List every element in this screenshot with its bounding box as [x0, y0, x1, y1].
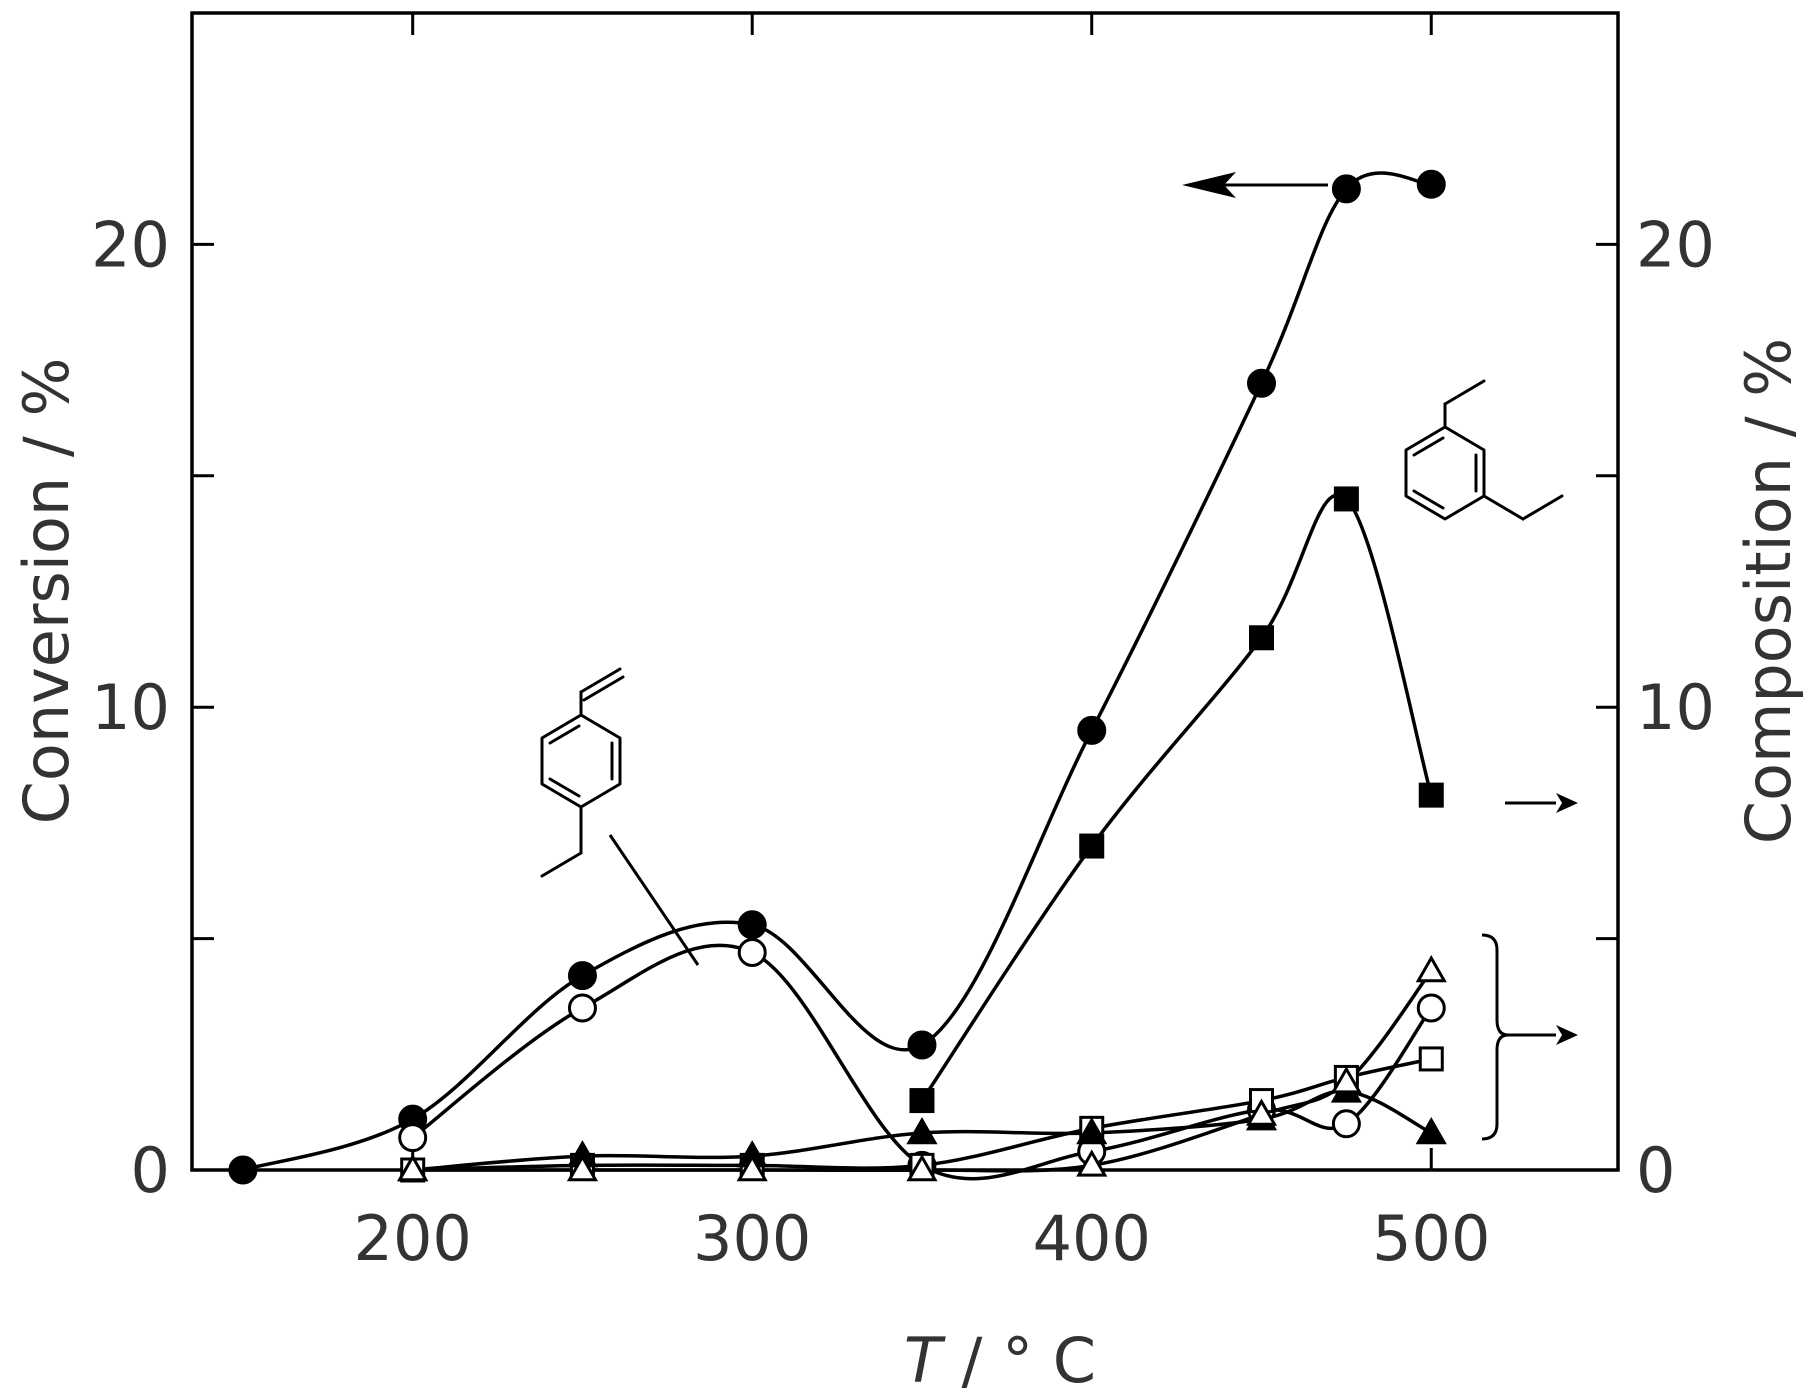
data-point-filled-square	[1249, 625, 1274, 651]
m-diethylbenzene-structure-icon	[1404, 379, 1564, 521]
y-tick-label: 10	[91, 671, 170, 744]
data-point-open-triangle	[1415, 954, 1447, 983]
axis-ticks	[192, 11, 1618, 1172]
y-tick-label: 20	[91, 208, 170, 281]
data-point-open-circle	[567, 993, 597, 1023]
data-point-filled-square	[1079, 833, 1105, 859]
arrow-to-right-axis-2	[1508, 1025, 1578, 1045]
y2-tick-label: 20	[1636, 208, 1715, 281]
data-point-open-circle	[1416, 993, 1446, 1023]
data-point-open-triangle	[1245, 1098, 1278, 1126]
y-tick-label: 0	[131, 1134, 170, 1207]
data-point-filled-circle	[1247, 368, 1276, 398]
data-point-filled-circle	[1077, 715, 1107, 745]
series-line-filled-square	[920, 493, 1433, 1102]
data-point-filled-square	[909, 1088, 935, 1114]
data-point-open-triangle	[1330, 1066, 1362, 1094]
data-point-filled-circle	[907, 1030, 937, 1060]
data-point-open-triangle	[1076, 1149, 1108, 1177]
series-curves	[242, 171, 1433, 1181]
data-point-open-triangle	[566, 1153, 599, 1182]
data-point-open-circle	[1331, 1109, 1361, 1139]
data-point-filled-circle	[737, 910, 767, 940]
series-markers	[228, 169, 1447, 1185]
y2-tick-label: 0	[1636, 1134, 1675, 1207]
structure-leader-line	[608, 834, 700, 966]
arrow-to-right-axis-1	[1505, 793, 1578, 813]
x-tick-label: 500	[1372, 1202, 1490, 1275]
data-point-filled-triangle	[1076, 1116, 1108, 1145]
x-tick-label: 300	[693, 1202, 811, 1275]
data-point-open-circle	[737, 937, 767, 967]
y2-tick-label: 10	[1636, 671, 1715, 744]
y-axis-title-right: Composition / %	[1732, 338, 1805, 844]
x-tick-label: 400	[1033, 1202, 1151, 1275]
data-point-open-triangle	[906, 1153, 938, 1182]
data-point-filled-circle	[1416, 169, 1446, 199]
data-point-open-triangle	[397, 1153, 429, 1182]
x-axis-title: T / ° C	[904, 1324, 1096, 1395]
plot-frame	[190, 11, 1620, 1172]
arrow-to-left-axis	[1182, 172, 1328, 198]
data-point-filled-square	[1333, 486, 1359, 512]
y-axis-title-left: Conversion / %	[10, 358, 83, 825]
data-point-open-circle	[398, 1123, 428, 1153]
series-line-filled-circle	[242, 171, 1432, 1172]
data-point-filled-circle	[567, 961, 597, 991]
data-point-open-triangle	[736, 1153, 768, 1182]
bracket	[1481, 933, 1509, 1141]
data-point-filled-circle	[1331, 174, 1361, 204]
data-point-filled-triangle	[906, 1116, 938, 1145]
x-tick-label: 200	[354, 1202, 472, 1275]
x-axis-title-unit: / ° C	[942, 1324, 1096, 1395]
x-axis-title-symbol: T	[904, 1324, 946, 1395]
data-point-filled-triangle	[1415, 1116, 1447, 1145]
data-point-filled-circle	[228, 1155, 258, 1185]
p-ethylstyrene-structure-icon	[540, 667, 625, 878]
data-point-filled-square	[1418, 782, 1444, 808]
data-point-open-square	[1418, 1046, 1444, 1072]
